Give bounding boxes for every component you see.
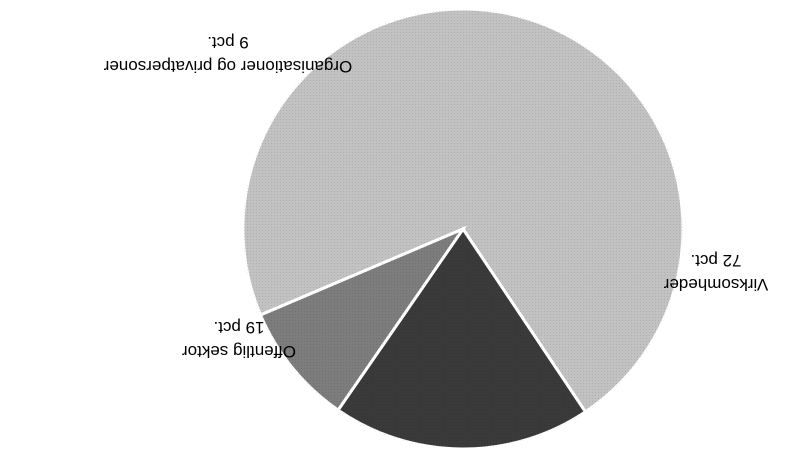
pie-slice-texture-3 bbox=[260, 229, 463, 411]
slice-label-2: Offentlig sektor bbox=[182, 342, 296, 361]
pie-slice-texture-2 bbox=[338, 229, 586, 449]
slice-value-3: 9 pct. bbox=[207, 33, 249, 52]
slice-value-1: 72 pct. bbox=[690, 251, 741, 270]
slice-value-2: 19 pct. bbox=[213, 318, 264, 337]
slice-label-1: Virksomheder bbox=[663, 275, 768, 294]
slice-label-3: Organisationer og privatpersoner bbox=[103, 57, 352, 76]
pie-slice-texture-1 bbox=[243, 9, 683, 412]
